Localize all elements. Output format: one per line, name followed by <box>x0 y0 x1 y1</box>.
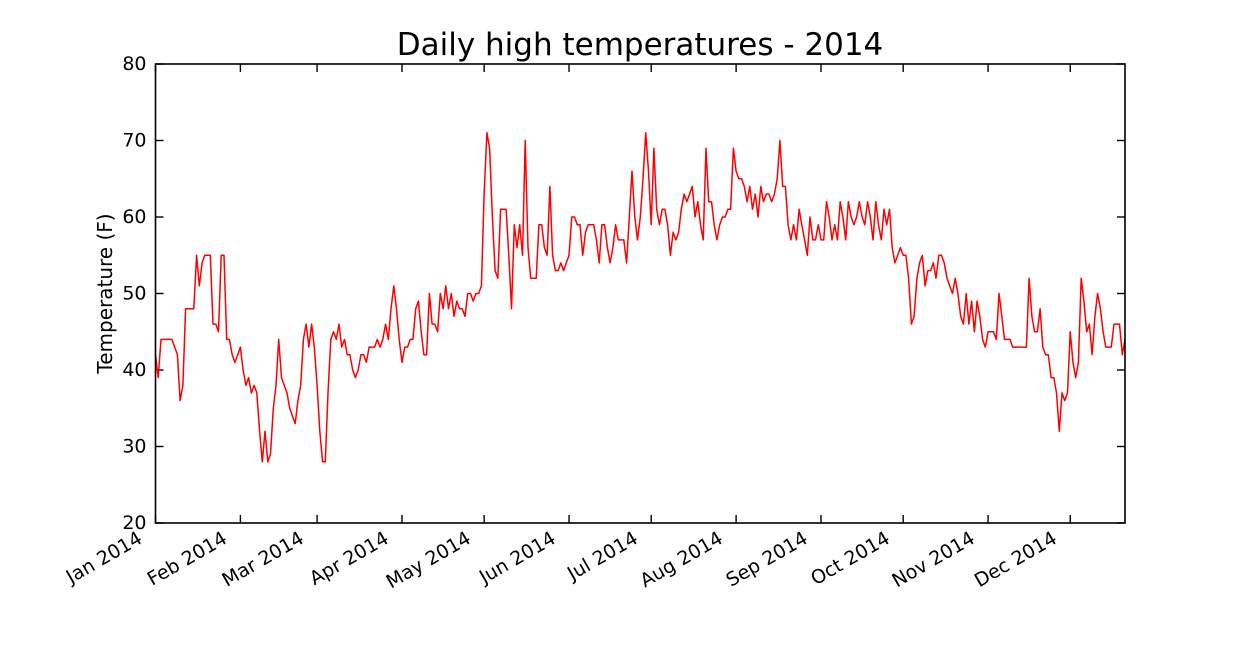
temperature-line <box>154 132 1126 463</box>
x-tick-label: Jan 2014 <box>62 527 146 588</box>
y-tick-label: 70 <box>122 130 146 152</box>
x-tick-label: Sep 2014 <box>722 527 811 591</box>
y-tick-label: 40 <box>122 359 146 381</box>
x-tick-label: Jul 2014 <box>563 527 642 585</box>
y-tick-label: 50 <box>122 283 146 305</box>
x-tick-label: Jun 2014 <box>475 527 560 589</box>
x-tick-label: Apr 2014 <box>306 527 393 590</box>
x-tick-label: Nov 2014 <box>888 527 978 592</box>
chart-title: Daily high temperatures - 2014 <box>397 27 884 63</box>
x-tick-label: Mar 2014 <box>218 527 307 591</box>
x-tick-label: Dec 2014 <box>971 527 1061 592</box>
x-tick-label: Feb 2014 <box>144 527 231 590</box>
x-tick-label: Oct 2014 <box>807 527 894 590</box>
x-tick-label: Aug 2014 <box>636 527 726 592</box>
y-axis-label: Temperature (F) <box>93 213 117 374</box>
y-tick-label: 30 <box>122 436 146 458</box>
plot-border <box>154 63 1126 524</box>
y-tick-label: 60 <box>122 206 146 228</box>
x-tick-label: May 2014 <box>383 527 475 593</box>
y-tick-label: 20 <box>122 512 146 534</box>
y-tick-label: 80 <box>122 53 146 75</box>
